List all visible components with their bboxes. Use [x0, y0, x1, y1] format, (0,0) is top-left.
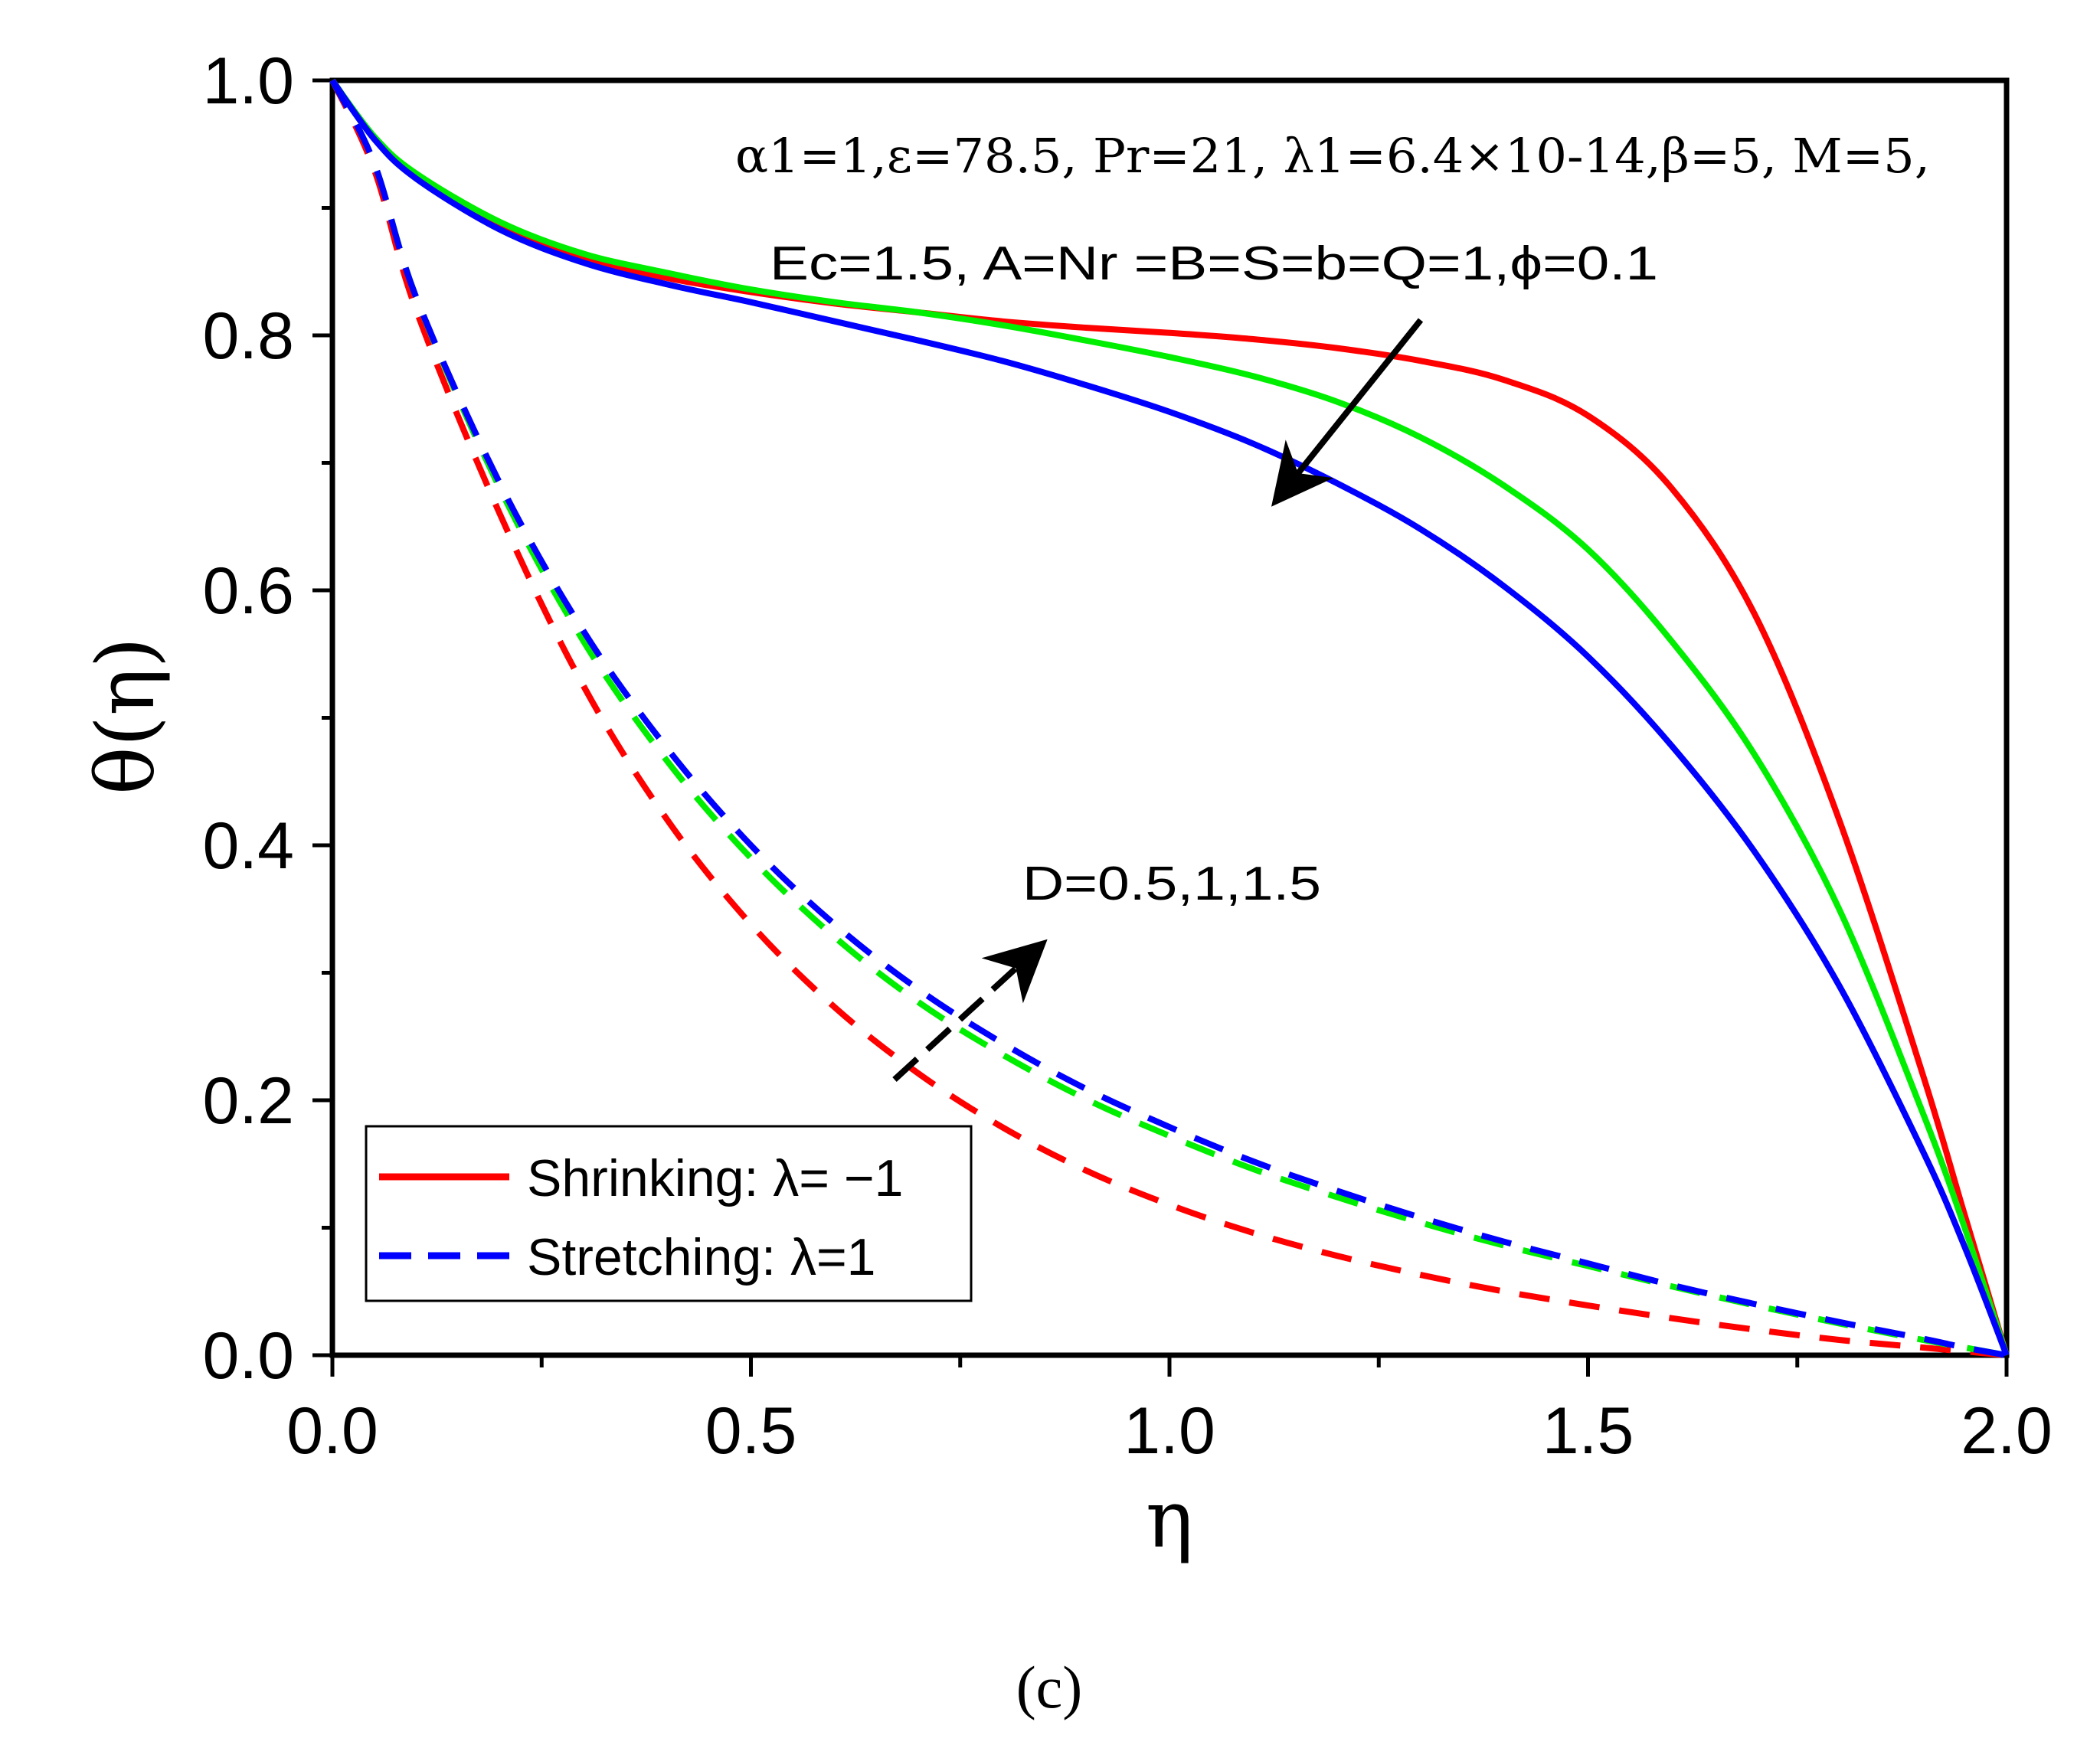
y-axis-title: θ(η)	[79, 637, 172, 795]
x-axis-tick-labels: 0.0 0.5 1.0 1.5 2.0	[286, 1394, 2053, 1468]
x-axis-ticks	[330, 1355, 2009, 1377]
y-tick-label: 0.4	[202, 809, 294, 883]
legend-box	[365, 1125, 973, 1302]
legend: Shrinking: λ= −1 Stretching: λ=1	[365, 1125, 973, 1302]
y-axis-tick-labels: 0.0 0.2 0.4 0.6 0.8 1.0	[202, 44, 294, 1393]
arrow-decreasing-solid	[1271, 318, 1424, 507]
annotation-line-2: Ec=1.5, A=Nr =B=S=b=Q=1,ϕ=0.1	[770, 237, 1658, 290]
series-line-shrinking-2	[329, 78, 2010, 1357]
annotation-line-1: α1=1,ε=78.5, Pr=21, λ1=6.4×10-14,β=5, M=…	[735, 128, 1930, 184]
series-line-shrinking-0	[329, 78, 2010, 1357]
y-tick-label: 0.0	[202, 1319, 294, 1393]
series-lines	[329, 78, 2010, 1358]
arrow-increasing-dashed	[892, 939, 1048, 1082]
x-tick-label: 2.0	[1961, 1394, 2053, 1468]
panel-label: (c)	[1016, 1654, 1083, 1720]
parameter-label: D=0.5,1,1.5	[1022, 858, 1321, 910]
y-axis-ticks	[312, 78, 332, 1358]
y-tick-label: 1.0	[202, 44, 294, 118]
x-tick-label: 1.5	[1542, 1394, 1634, 1468]
series-line-stretching-3	[329, 79, 2007, 1358]
x-tick-label: 0.5	[705, 1394, 797, 1468]
series-line-stretching-5	[329, 79, 2007, 1358]
y-tick-label: 0.6	[202, 554, 294, 628]
x-tick-label: 1.0	[1124, 1394, 1215, 1468]
legend-label-shrinking: Shrinking: λ= −1	[527, 1149, 903, 1207]
legend-label-stretching: Stretching: λ=1	[527, 1228, 875, 1286]
x-axis-title: η	[1146, 1472, 1193, 1566]
y-tick-label: 0.8	[202, 299, 294, 373]
y-tick-label: 0.2	[202, 1064, 294, 1138]
x-tick-label: 0.0	[286, 1394, 378, 1468]
series-line-shrinking-1	[329, 78, 2010, 1357]
